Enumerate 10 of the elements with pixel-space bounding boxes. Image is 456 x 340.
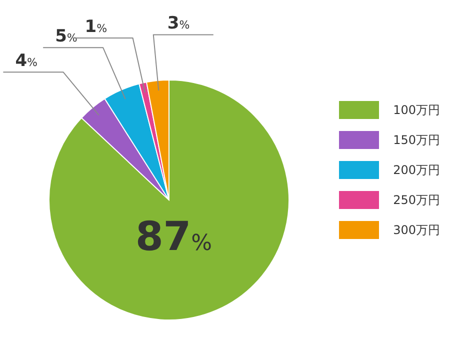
legend-label: 300万円: [393, 222, 440, 238]
pie-slice: [48, 80, 290, 320]
legend-label: 200万円: [393, 162, 440, 178]
data-label: 1%: [84, 17, 108, 37]
data-label: 4%: [15, 51, 38, 72]
legend-label: 150万円: [393, 132, 440, 148]
data-label: 87%: [135, 214, 212, 260]
data-label: 3%: [167, 14, 190, 34]
legend-label: 250万円: [393, 192, 440, 208]
legend-label: 100万円: [393, 102, 440, 118]
